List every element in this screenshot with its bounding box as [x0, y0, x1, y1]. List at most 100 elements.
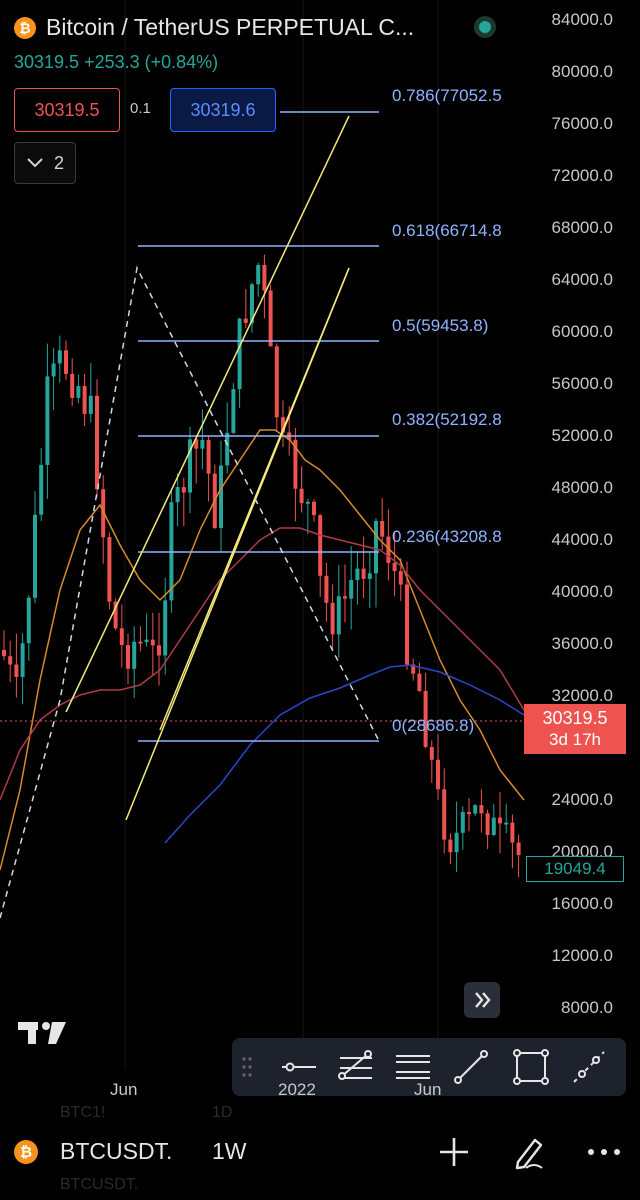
fib-label-0236: 0.236(43208.8: [392, 527, 502, 546]
candle-body: [262, 264, 267, 291]
candle-body: [479, 805, 484, 814]
candle-body: [107, 537, 112, 602]
candle-body: [355, 568, 360, 581]
candle-body: [411, 664, 416, 674]
price-axis-label: 60000.0: [551, 322, 613, 341]
price-axis-label: 72000.0: [551, 166, 613, 185]
buy-button[interactable]: 30319.6: [170, 88, 276, 132]
market-status-icon[interactable]: [474, 16, 496, 38]
candle-body: [231, 389, 236, 433]
fib-label-0382: 0.382(52192.8: [392, 410, 502, 429]
zigzag-path[interactable]: [0, 265, 380, 919]
fib-retracement-tool-icon[interactable]: [334, 1046, 376, 1088]
drag-handle-icon[interactable]: [242, 1056, 252, 1078]
candle-body: [417, 673, 422, 691]
bottom-bar: [0, 1116, 640, 1200]
price-change: 30319.5 +253.3 (+0.84%): [14, 52, 219, 72]
candle-body: [113, 601, 118, 629]
candle-body: [14, 664, 19, 677]
candle-body: [243, 318, 248, 323]
candle-body: [163, 600, 168, 656]
drawing-toolbar[interactable]: [232, 1038, 626, 1096]
candle-body: [473, 805, 478, 814]
indicator-count: 2: [53, 152, 64, 173]
price-axis-label: 40000.0: [551, 582, 613, 601]
sell-button[interactable]: 30319.5: [14, 88, 120, 132]
last-price: 30319.5: [542, 708, 608, 728]
path-tool-icon[interactable]: [568, 1046, 610, 1088]
candle-body: [132, 641, 137, 669]
crosshair-price-tag: 19049.4: [526, 856, 624, 882]
spread-value: 0.1: [130, 100, 151, 117]
price-axis-label: 76000.0: [551, 114, 613, 133]
symbol-header[interactable]: ₿ Bitcoin / TetherUS PERPETUAL C...: [14, 14, 414, 41]
draw-pen-icon[interactable]: [508, 1132, 548, 1172]
candle-body: [343, 596, 347, 599]
bar-countdown: 3d 17h: [549, 730, 601, 749]
trend-line-tool-icon[interactable]: [450, 1046, 492, 1088]
candle-body: [45, 376, 50, 465]
time-label-2022: 2022: [278, 1080, 316, 1099]
moving-averages: [0, 429, 525, 871]
candle-body: [274, 346, 279, 418]
candle-body: [330, 602, 335, 635]
candlestick-series: [2, 254, 521, 878]
candle-body: [380, 521, 385, 537]
price-axis-label: 68000.0: [551, 218, 613, 237]
candle-body: [175, 487, 180, 503]
candle-body: [485, 813, 490, 835]
fib-label-05: 0.5(59453.8): [392, 316, 489, 335]
candle-body: [386, 536, 391, 563]
candle-body: [237, 318, 242, 390]
bitcoin-icon: ₿: [14, 16, 36, 39]
candle-body: [194, 439, 199, 449]
fib-label-0786: 0.786(77052.5: [392, 86, 502, 105]
candle-body: [448, 839, 453, 853]
candle-body: [516, 842, 521, 856]
price-axis-label: 12000.0: [551, 946, 613, 965]
candle-body: [491, 817, 496, 835]
candle-body: [281, 417, 285, 433]
fib-label-0: 0(28686.8): [392, 716, 475, 735]
symbol-title[interactable]: Bitcoin / TetherUS PERPETUAL C...: [46, 14, 415, 40]
candle-body: [225, 432, 230, 466]
rectangle-tool-icon[interactable]: [510, 1046, 552, 1088]
candle-body: [250, 284, 254, 323]
grid-lines: [124, 0, 439, 1070]
expand-button[interactable]: [464, 982, 500, 1018]
candle-body: [467, 812, 471, 815]
more-options-icon[interactable]: [584, 1132, 624, 1172]
fib-retracement[interactable]: [138, 111, 379, 742]
add-icon[interactable]: [434, 1132, 474, 1172]
horizontal-line-tool-icon[interactable]: [278, 1046, 320, 1088]
candle-body: [126, 645, 130, 669]
price-axis-label: 32000.0: [551, 686, 613, 705]
candle-body: [374, 521, 378, 574]
ma-mid-line: [0, 527, 525, 801]
price-axis-label: 64000.0: [551, 270, 613, 289]
candle-body: [460, 812, 465, 833]
candle-body: [26, 597, 31, 644]
price-axis-label: 56000.0: [551, 374, 613, 393]
candle-body: [8, 656, 13, 665]
candle-body: [318, 515, 323, 576]
candle-body: [361, 568, 366, 579]
tradingview-logo-icon: [18, 1022, 66, 1044]
candle-body: [181, 487, 186, 493]
candle-body: [293, 439, 298, 489]
price-axis-label: 44000.0: [551, 530, 613, 549]
price-axis-label: 80000.0: [551, 62, 613, 81]
candle-body: [312, 501, 316, 516]
timeframe-selector[interactable]: 1W: [212, 1138, 247, 1164]
candle-body: [256, 264, 261, 285]
ma-short-line: [0, 429, 525, 871]
candle-body: [82, 386, 87, 414]
parallel-channel-tool-icon[interactable]: [392, 1046, 434, 1088]
candle-body: [436, 759, 440, 790]
price-axis-label: 36000.0: [551, 634, 613, 653]
candle-body: [200, 439, 205, 449]
collapse-indicators-button[interactable]: 2: [14, 142, 76, 184]
candle-body: [504, 822, 509, 825]
symbol-selector[interactable]: BTCUSDT.: [60, 1138, 173, 1164]
